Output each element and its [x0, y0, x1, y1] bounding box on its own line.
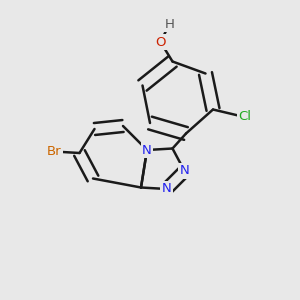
Text: O: O	[155, 35, 166, 49]
Text: H: H	[165, 17, 174, 31]
Text: N: N	[142, 143, 152, 157]
Text: Br: Br	[47, 145, 61, 158]
Text: N: N	[180, 164, 189, 178]
Text: N: N	[162, 182, 171, 196]
Text: Cl: Cl	[238, 110, 251, 124]
